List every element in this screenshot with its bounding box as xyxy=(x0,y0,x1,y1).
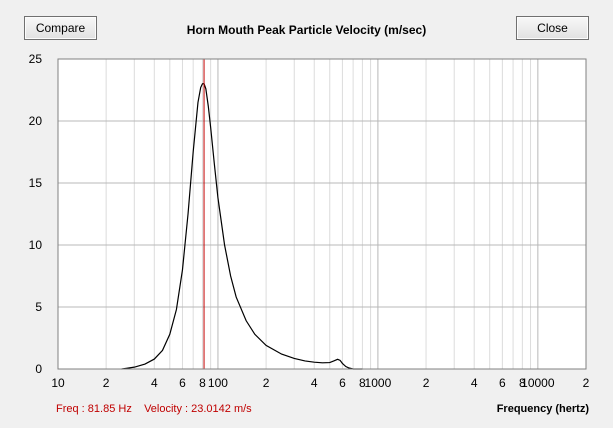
x-tick-label: 2 xyxy=(583,376,590,390)
plot-area[interactable] xyxy=(58,59,586,369)
x-tick-label: 4 xyxy=(471,376,478,390)
y-tick-label: 5 xyxy=(35,300,42,314)
x-tick-label: 2 xyxy=(423,376,430,390)
velocity-readout: Velocity : 23.0142 m/s xyxy=(144,403,252,415)
close-button[interactable]: Close xyxy=(516,16,589,40)
chart-title: Horn Mouth Peak Particle Velocity (m/sec… xyxy=(186,23,427,37)
cursor-readout: Freq : 81.85 Hz Velocity : 23.0142 m/s xyxy=(56,403,252,415)
x-tick-label: 6 xyxy=(179,376,186,390)
plot-frame xyxy=(57,58,587,370)
y-tick-label: 15 xyxy=(29,176,43,190)
velocity-curve xyxy=(121,82,363,370)
x-tick-label: 8 xyxy=(199,376,206,390)
x-tick-label: 8 xyxy=(359,376,366,390)
x-axis-title: Frequency (hertz) xyxy=(496,403,589,415)
compare-button[interactable]: Compare xyxy=(24,16,97,40)
x-tick-label: 6 xyxy=(499,376,506,390)
x-tick-label: 4 xyxy=(311,376,318,390)
x-tick-label: 10000 xyxy=(521,376,555,390)
x-tick-label: 4 xyxy=(151,376,158,390)
y-tick-label: 20 xyxy=(29,114,43,128)
x-tick-label: 1000 xyxy=(365,376,392,390)
y-tick-label: 25 xyxy=(29,52,43,66)
x-tick-label: 100 xyxy=(208,376,228,390)
y-tick-label: 0 xyxy=(35,362,42,376)
x-tick-label: 6 xyxy=(339,376,346,390)
y-tick-label: 10 xyxy=(29,238,43,252)
x-tick-label: 2 xyxy=(263,376,270,390)
x-tick-label: 2 xyxy=(103,376,110,390)
y-axis: 0 5 10 15 20 25 xyxy=(29,52,43,376)
grid xyxy=(58,59,586,369)
x-tick-label: 10 xyxy=(51,376,65,390)
freq-readout: Freq : 81.85 Hz xyxy=(56,403,132,415)
x-tick-label: 8 xyxy=(519,376,526,390)
